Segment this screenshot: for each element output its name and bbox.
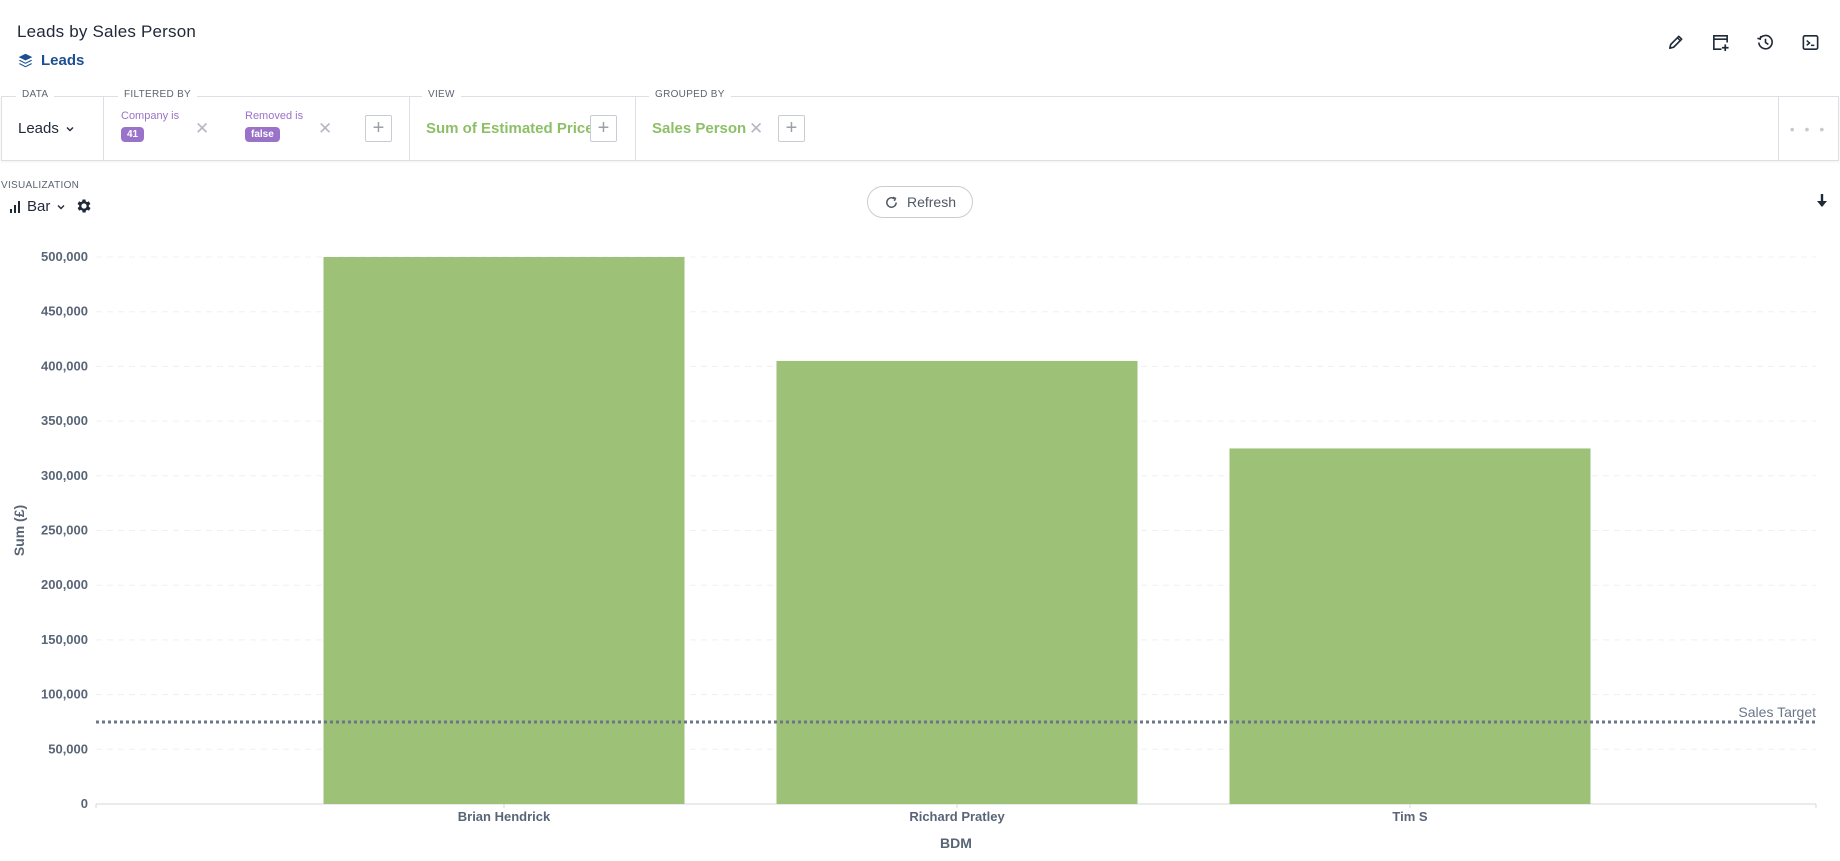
- refresh-label: Refresh: [906, 194, 957, 210]
- view-metric[interactable]: Sum of Estimated Price: [426, 120, 594, 137]
- visualization-type-select[interactable]: Bar: [9, 198, 66, 215]
- group-segment-label: GROUPED BY: [649, 89, 731, 100]
- y-tick-label: 450,000: [41, 304, 88, 319]
- bar-tim-s: [1229, 448, 1591, 804]
- report-header: Leads by Sales Person Leads: [0, 0, 1840, 96]
- group-segment: GROUPED BY Sales Person ✕ +: [636, 89, 1780, 160]
- filter-chip-company[interactable]: Company is 41: [121, 110, 179, 142]
- breadcrumb-label: Leads: [41, 52, 85, 69]
- x-tick-label: Tim S: [1392, 809, 1427, 824]
- data-segment: DATA Leads: [2, 89, 103, 160]
- remove-filter-removed-icon[interactable]: ✕: [318, 119, 333, 138]
- edit-button[interactable]: [1663, 30, 1687, 54]
- more-options-button[interactable]: • • •: [1778, 97, 1838, 160]
- add-filter-button[interactable]: +: [365, 115, 392, 142]
- data-source-select[interactable]: Leads: [18, 120, 75, 137]
- refresh-button[interactable]: Refresh: [867, 186, 973, 218]
- toolbar: [1663, 30, 1822, 54]
- bar-chart: 0 50,000 100,000 150,000 200,000 250,000 300,0…: [11, 249, 1817, 851]
- refresh-icon: [886, 196, 897, 208]
- y-tick-label: 400,000: [41, 358, 88, 373]
- group-by-value[interactable]: Sales Person: [652, 120, 747, 137]
- pencil-icon: [1668, 35, 1682, 49]
- y-tick-label: 300,000: [41, 468, 88, 483]
- y-tick-label: 200,000: [41, 577, 88, 592]
- filter-segment: FILTERED BY Company is 41 ✕ Removed is f…: [104, 89, 409, 160]
- y-tick-label: 150,000: [41, 632, 88, 647]
- filter-label: Removed is: [245, 110, 304, 122]
- query-builder-bar: DATA Leads FILTERED BY Company is 41 ✕ R…: [1, 89, 1839, 161]
- new-window-icon: [1712, 34, 1729, 51]
- filter-value-badge: false: [245, 127, 280, 142]
- y-tick-label: 0: [81, 796, 88, 811]
- remove-group-icon[interactable]: ✕: [749, 119, 764, 138]
- add-group-button[interactable]: +: [778, 115, 805, 142]
- query-console-button[interactable]: [1798, 30, 1822, 54]
- filter-value-badge: 41: [121, 127, 145, 142]
- bar-chart-icon: [10, 200, 20, 213]
- visualization-type-label: Bar: [27, 198, 51, 215]
- x-tick-label: Brian Hendrick: [458, 809, 551, 824]
- filter-label: Company is: [121, 110, 180, 122]
- filter-segment-label: FILTERED BY: [118, 89, 198, 100]
- terminal-icon: [1802, 34, 1818, 50]
- chevron-down-icon: [57, 204, 65, 209]
- sales-target-label: Sales Target: [1738, 704, 1816, 720]
- remove-filter-company-icon[interactable]: ✕: [195, 119, 210, 138]
- data-segment-label: DATA: [16, 89, 55, 100]
- gear-icon[interactable]: [75, 197, 93, 215]
- view-segment-label: VIEW: [422, 89, 461, 100]
- y-tick-label: 250,000: [41, 523, 88, 538]
- add-to-dashboard-button[interactable]: [1708, 30, 1732, 54]
- chevron-down-icon: [66, 126, 74, 131]
- y-tick-label: 350,000: [41, 413, 88, 428]
- breadcrumb-leads[interactable]: Leads: [17, 52, 84, 69]
- bar-richard-pratley: [776, 360, 1138, 804]
- visualization-label: VISUALIZATION: [1, 180, 80, 191]
- layers-icon: [18, 53, 33, 68]
- x-tick-label: Richard Pratley: [909, 809, 1005, 824]
- x-axis-title: BDM: [940, 835, 972, 851]
- data-source-value: Leads: [18, 120, 59, 137]
- y-tick-label: 50,000: [48, 741, 88, 756]
- add-metric-button[interactable]: +: [590, 115, 617, 142]
- page-title: Leads by Sales Person: [17, 22, 197, 41]
- history-icon: [1756, 34, 1773, 50]
- y-axis-title: Sum (£): [11, 505, 27, 556]
- bar-brian-hendrick: [323, 257, 685, 804]
- history-button[interactable]: [1753, 30, 1777, 54]
- view-segment: VIEW Sum of Estimated Price +: [410, 89, 635, 160]
- download-icon[interactable]: [1814, 192, 1830, 212]
- y-tick-label: 100,000: [41, 687, 88, 702]
- filter-chip-removed[interactable]: Removed is false: [245, 110, 303, 142]
- y-tick-label: 500,000: [41, 249, 88, 264]
